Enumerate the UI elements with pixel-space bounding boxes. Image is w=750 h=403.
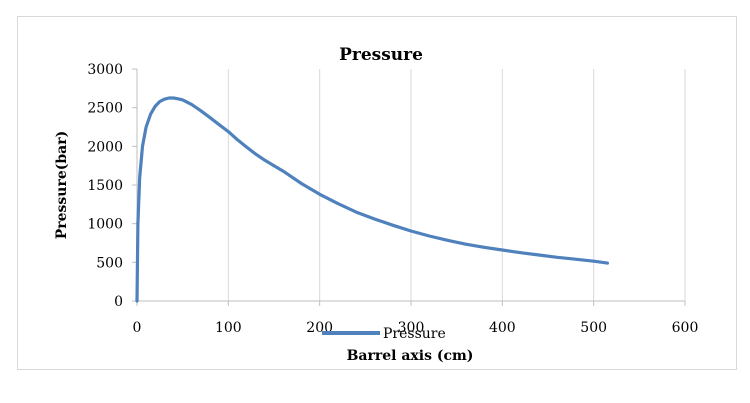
grid-layer bbox=[227, 69, 686, 301]
x-tick-label-3: 300 bbox=[398, 320, 425, 336]
legend-label: Pressure bbox=[383, 326, 446, 342]
x-tick-label-0: 0 bbox=[133, 320, 142, 336]
y-tick-label-3: 1500 bbox=[87, 178, 123, 194]
y-tick-label-6: 3000 bbox=[87, 62, 123, 78]
x-tick-label-1: 100 bbox=[215, 320, 242, 336]
y-axis-label: Pressure(bar) bbox=[54, 131, 70, 240]
y-tick-label-5: 2500 bbox=[87, 101, 123, 117]
x-tick-label-6: 600 bbox=[672, 320, 699, 336]
y-tick-label-4: 2000 bbox=[87, 139, 123, 155]
legend: Pressure bbox=[322, 326, 446, 342]
series-line-pressure bbox=[135, 96, 610, 303]
x-tick-label-4: 400 bbox=[489, 320, 516, 336]
series-layer bbox=[135, 96, 610, 303]
x-axis-label: Barrel axis (cm) bbox=[347, 348, 474, 364]
y-tick-label-2: 1000 bbox=[87, 217, 123, 233]
y-tick-label-0: 0 bbox=[114, 294, 123, 310]
x-tick-label-5: 500 bbox=[580, 320, 607, 336]
chart-title: Pressure bbox=[339, 45, 423, 65]
y-tick-label-1: 500 bbox=[96, 255, 123, 271]
axis-layer: 0 100 200 300 400 500 600050010001500200025003… bbox=[87, 62, 698, 336]
